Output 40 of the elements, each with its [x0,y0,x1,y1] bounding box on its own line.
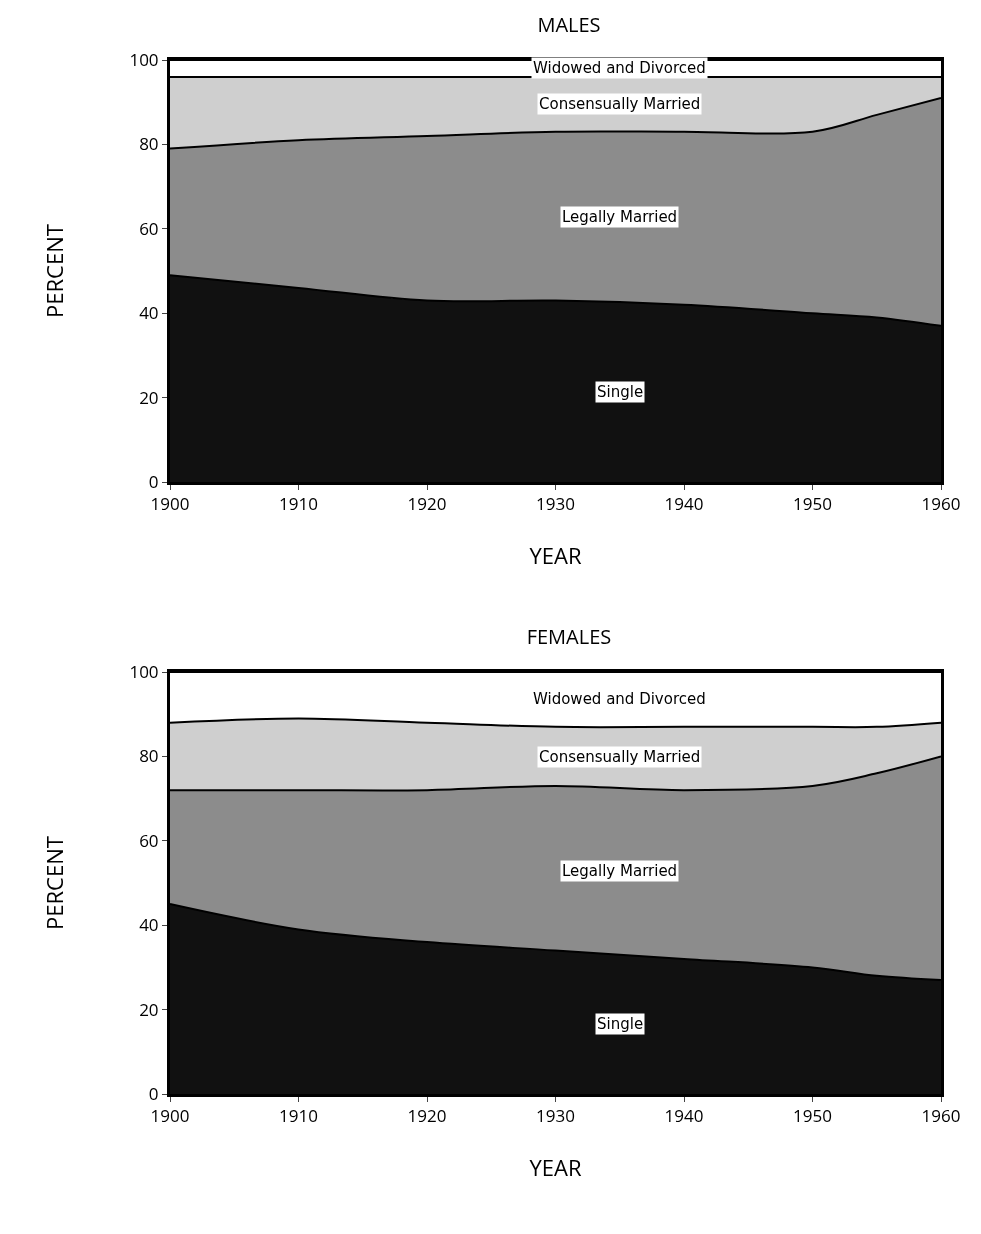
series-label: Single [597,1015,644,1033]
y-tick-label: 100 [129,659,159,683]
x-tick-label: 1930 [536,492,575,516]
x-tick-label: 1950 [793,492,832,516]
x-tick-label: 1950 [793,1104,832,1128]
y-tick-label: 0 [148,469,159,493]
series-label: Widowed and Divorced [533,690,706,708]
series-label: Consensually Married [539,95,701,113]
y-axis-title: PERCENT [39,224,70,318]
chart-title: MALES [537,11,601,39]
x-tick-label: 1940 [664,1104,704,1128]
x-tick-label: 1900 [150,1104,190,1128]
x-tick-label: 1960 [921,492,961,516]
series-label: Consensually Married [539,748,701,766]
x-axis-title: YEAR [529,1152,582,1183]
x-tick-label: 1910 [279,492,318,516]
x-tick-label: 1930 [536,1104,575,1128]
chart-title: FEMALES [526,623,612,651]
series-label: Legally Married [562,208,678,226]
y-tick-label: 60 [139,216,159,240]
y-tick-label: 60 [139,828,159,852]
y-tick-label: 20 [139,385,159,409]
y-tick-label: 40 [139,913,159,937]
series-label: Single [597,383,644,401]
x-tick-label: 1900 [150,492,190,516]
y-tick-label: 80 [139,132,159,156]
y-axis-title: PERCENT [39,836,70,930]
x-tick-label: 1910 [279,1104,318,1128]
y-tick-label: 20 [139,997,159,1021]
y-tick-label: 0 [148,1081,159,1105]
y-tick-label: 80 [139,744,159,768]
series-label: Legally Married [562,862,678,880]
x-tick-label: 1960 [921,1104,961,1128]
y-tick-label: 100 [129,47,159,71]
series-label: Widowed and Divorced [533,59,706,77]
x-tick-label: 1920 [407,1104,447,1128]
x-tick-label: 1920 [407,492,447,516]
x-axis-title: YEAR [529,540,582,571]
x-tick-label: 1940 [664,492,704,516]
y-tick-label: 40 [139,301,159,325]
